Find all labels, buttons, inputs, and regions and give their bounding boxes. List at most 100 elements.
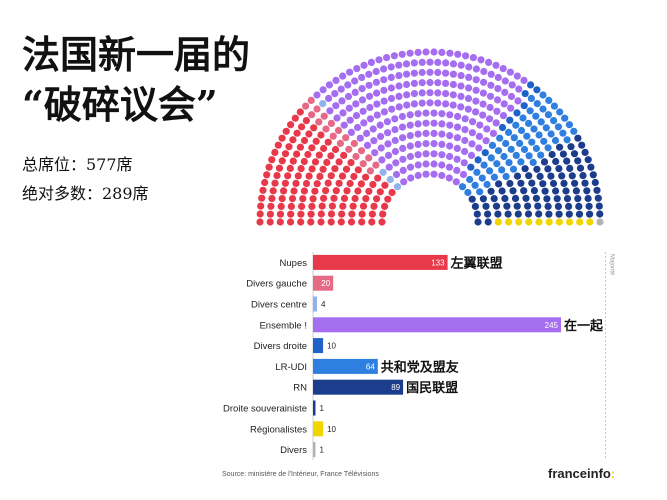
value-label: 4 xyxy=(321,300,326,309)
seat-dot xyxy=(464,105,472,113)
seat-dot xyxy=(530,125,538,133)
seat-dot xyxy=(594,194,602,202)
seat-dot xyxy=(406,111,414,119)
seat-dot xyxy=(535,218,543,226)
seat-dot xyxy=(591,178,599,187)
seat-dot xyxy=(307,218,315,226)
seat-dot xyxy=(539,91,547,99)
seat-dot xyxy=(410,100,418,108)
seat-dot xyxy=(388,105,396,113)
seat-dot xyxy=(571,179,579,187)
seat-dot xyxy=(493,160,501,168)
seat-dot xyxy=(468,140,476,148)
seat-dot xyxy=(517,179,525,187)
seat-dot xyxy=(386,175,394,184)
seat-dot xyxy=(480,67,488,76)
title-line-2: “破碎议会” xyxy=(22,82,218,127)
seat-dot xyxy=(548,150,556,159)
seat-dot xyxy=(320,112,328,120)
seat-dot xyxy=(410,79,418,87)
seat-dot xyxy=(380,76,388,84)
seat-dot xyxy=(395,103,403,111)
value-label: 64 xyxy=(366,362,375,371)
seat-dot xyxy=(377,144,385,152)
seat-dot xyxy=(506,68,514,76)
seat-dot xyxy=(344,81,352,89)
seat-dot xyxy=(395,92,403,100)
seat-dot xyxy=(395,61,403,69)
seat-dot xyxy=(422,119,430,127)
seat-dot xyxy=(461,147,469,156)
seat-dot xyxy=(326,107,334,115)
seat-dot xyxy=(319,165,327,173)
seat-dot xyxy=(460,159,468,167)
seat-dot xyxy=(293,129,301,137)
seat-dot xyxy=(414,140,422,148)
seat-dot xyxy=(363,141,372,149)
value-label: 20 xyxy=(321,279,330,288)
seat-dot xyxy=(434,99,442,107)
seat-dot xyxy=(363,129,371,137)
seat-dot xyxy=(493,96,502,104)
seat-dot xyxy=(530,187,539,195)
seat-dot xyxy=(462,52,470,60)
seat-dot xyxy=(391,147,399,156)
seat-dot xyxy=(339,109,347,117)
seat-dot xyxy=(483,125,491,133)
seat-dot xyxy=(519,114,527,122)
seat-dot xyxy=(430,140,438,148)
seat-dot xyxy=(407,174,415,182)
seat-dot xyxy=(563,157,571,165)
seat-dot xyxy=(509,165,518,173)
seat-dot xyxy=(434,79,442,87)
seat-dot xyxy=(271,148,279,156)
seat-dot xyxy=(391,136,399,145)
seat-dot xyxy=(319,100,327,108)
seat-dot xyxy=(357,147,366,155)
seat-dot xyxy=(311,187,319,195)
seat-dot xyxy=(584,156,592,164)
seat-dot xyxy=(268,194,276,203)
seat-dot xyxy=(359,107,367,115)
seat-dot xyxy=(552,187,560,195)
seat-dot xyxy=(360,119,368,127)
category-label: Droite souverainiste xyxy=(223,404,307,415)
seat-dot xyxy=(354,166,362,174)
majority-label: Majorité xyxy=(609,254,615,276)
seat-dot xyxy=(422,160,430,168)
seat-dot xyxy=(287,210,295,218)
seat-dot xyxy=(479,195,487,203)
seat-dot xyxy=(360,61,368,69)
seat-dot xyxy=(379,168,387,176)
seat-dot xyxy=(313,91,321,99)
seat-dot xyxy=(387,63,395,71)
seat-dot xyxy=(347,128,355,136)
seat-dot xyxy=(310,124,318,132)
seat-dot xyxy=(565,210,573,218)
seat-dot xyxy=(507,104,515,112)
seat-dot xyxy=(333,114,341,122)
seat-dot xyxy=(533,100,541,108)
seat-dot xyxy=(446,132,454,140)
seat-dot xyxy=(418,99,426,107)
seat-dot xyxy=(281,179,289,187)
value-label: 10 xyxy=(327,425,336,434)
seat-dot xyxy=(286,218,295,226)
seat-dot xyxy=(525,119,533,127)
seat-dot xyxy=(479,89,487,97)
seat-dot xyxy=(352,152,360,161)
seat-dot xyxy=(399,144,407,152)
seat-dot xyxy=(434,58,442,66)
seat-dot xyxy=(375,56,383,64)
seat-dot xyxy=(269,187,277,195)
seat-dot xyxy=(434,89,442,97)
seat-dot xyxy=(338,210,346,218)
seat-dot xyxy=(368,218,376,226)
category-label: Régionalistes xyxy=(250,424,307,435)
seat-dot xyxy=(357,180,365,188)
seat-dot xyxy=(472,108,480,116)
seat-dot xyxy=(278,195,286,203)
seat-dot xyxy=(384,129,392,137)
seat-dot xyxy=(377,132,385,140)
